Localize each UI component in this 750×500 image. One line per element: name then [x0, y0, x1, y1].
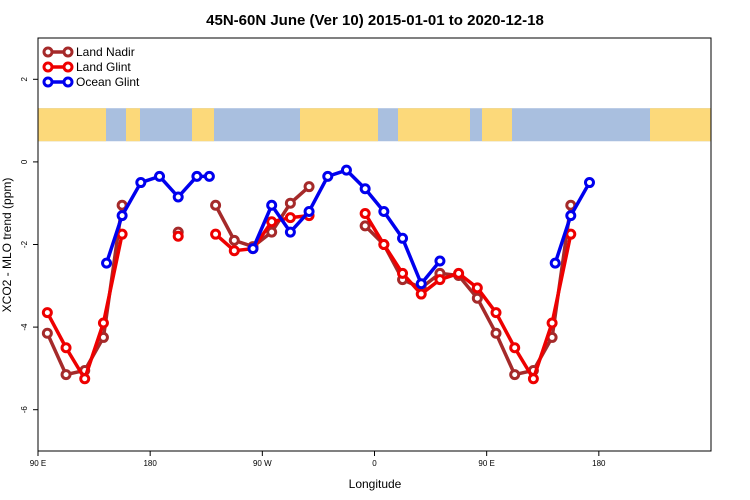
data-point-land-nadir — [490, 327, 502, 339]
data-point-land-glint — [97, 317, 109, 329]
y-tick-label: 2 — [20, 77, 29, 82]
data-point-ocean-glint — [135, 177, 147, 189]
legend-label: Land Nadir — [76, 45, 135, 59]
legend-item-land-nadir: Land Nadir — [42, 45, 135, 59]
series-ocean-glint — [101, 164, 595, 290]
data-point-ocean-glint — [203, 170, 215, 182]
data-point-land-nadir — [509, 369, 521, 381]
x-tick-label: 180 — [143, 459, 157, 468]
data-point-ocean-glint — [565, 210, 577, 222]
y-tick-label: 0 — [20, 159, 29, 164]
map-land — [398, 108, 470, 142]
series-line-land-glint — [363, 212, 573, 381]
data-point-land-glint — [378, 239, 390, 250]
legend-label: Land Glint — [76, 60, 131, 74]
data-point-land-glint — [546, 317, 558, 329]
data-point-ocean-glint — [303, 205, 315, 217]
data-point-ocean-glint — [284, 226, 296, 238]
data-point-land-glint — [79, 373, 91, 385]
data-point-land-glint — [210, 228, 222, 240]
map-land — [482, 108, 512, 142]
data-point-land-glint — [397, 267, 409, 279]
map-land — [38, 108, 106, 142]
x-tick-label: 90 W — [253, 459, 272, 468]
series-line-ocean-glint — [251, 168, 442, 286]
data-point-land-glint — [228, 245, 240, 257]
data-point-land-glint — [359, 208, 371, 220]
data-point-ocean-glint — [397, 232, 409, 244]
data-point-land-glint — [453, 267, 465, 279]
plot-frame — [37, 37, 712, 452]
y-tick-label: -6 — [20, 406, 29, 414]
legend-item-ocean-glint: Ocean Glint — [42, 75, 140, 89]
legend-swatch-marker — [62, 46, 74, 58]
data-point-ocean-glint — [415, 278, 427, 290]
x-tick-label: 180 — [592, 459, 606, 468]
x-axis-label: Longitude — [349, 477, 402, 491]
data-point-land-glint — [434, 274, 446, 286]
legend-swatch-marker — [42, 46, 54, 58]
data-point-land-glint — [284, 212, 296, 224]
data-point-ocean-glint — [549, 257, 561, 269]
data-point-ocean-glint — [340, 164, 352, 176]
data-point-land-glint — [116, 228, 128, 240]
x-tick-label: 90 E — [478, 459, 494, 468]
data-point-land-nadir — [228, 234, 240, 246]
data-point-land-nadir — [210, 199, 222, 211]
data-point-ocean-glint — [154, 170, 166, 182]
data-point-land-glint — [471, 282, 483, 294]
data-point-ocean-glint — [359, 183, 371, 195]
y-axis-label: XCO2 - MLO trend (ppm) — [0, 178, 14, 313]
map-land — [650, 108, 711, 142]
data-point-land-glint — [266, 216, 278, 228]
data-point-land-glint — [490, 307, 502, 319]
data-point-ocean-glint — [583, 177, 595, 189]
series-land-glint — [41, 208, 577, 385]
x-tick-label: 90 E — [30, 459, 46, 468]
data-point-land-glint — [527, 373, 539, 385]
data-point-ocean-glint — [322, 170, 334, 182]
y-tick-label: -4 — [20, 323, 29, 331]
data-point-ocean-glint — [434, 255, 446, 267]
map-land — [126, 108, 140, 142]
data-point-land-nadir — [359, 220, 371, 232]
data-point-land-glint — [60, 342, 72, 354]
data-point-land-glint — [415, 288, 427, 300]
legend-swatch-marker — [62, 76, 74, 88]
data-point-land-nadir — [284, 197, 296, 209]
x-tick-label: 0 — [372, 459, 377, 468]
data-point-ocean-glint — [172, 191, 184, 203]
legend-label: Ocean Glint — [76, 75, 140, 89]
data-point-ocean-glint — [101, 257, 113, 269]
data-point-ocean-glint — [266, 199, 278, 211]
data-point-ocean-glint — [247, 243, 259, 255]
legend-swatch-marker — [62, 61, 74, 73]
legend-item-land-glint: Land Glint — [42, 60, 131, 74]
data-point-ocean-glint — [378, 205, 390, 217]
data-point-land-glint — [172, 230, 184, 242]
map-land — [192, 108, 214, 142]
data-point-land-nadir — [60, 369, 72, 381]
data-point-land-nadir — [303, 181, 315, 193]
series-line-ocean-glint — [553, 181, 592, 264]
y-tick-label: -2 — [20, 240, 29, 248]
legend-swatch-marker — [42, 61, 54, 73]
data-point-land-glint — [565, 228, 577, 240]
data-point-land-nadir — [41, 327, 53, 339]
y-axis: -6 -4 -2 0 2 — [20, 77, 38, 414]
series-layer — [41, 164, 595, 385]
data-point-land-nadir — [471, 292, 483, 304]
data-point-land-glint — [509, 342, 521, 354]
data-point-land-nadir — [266, 226, 278, 238]
map-land — [300, 108, 378, 142]
data-point-land-glint — [41, 307, 53, 319]
x-axis: 90 E 180 90 W 0 90 E 180 — [30, 451, 606, 468]
data-point-ocean-glint — [116, 210, 128, 222]
data-point-ocean-glint — [191, 170, 203, 182]
chart-title: 45N-60N June (Ver 10) 2015-01-01 to 2020… — [206, 12, 544, 29]
legend-swatch-marker — [42, 76, 54, 88]
background-map — [38, 108, 711, 142]
